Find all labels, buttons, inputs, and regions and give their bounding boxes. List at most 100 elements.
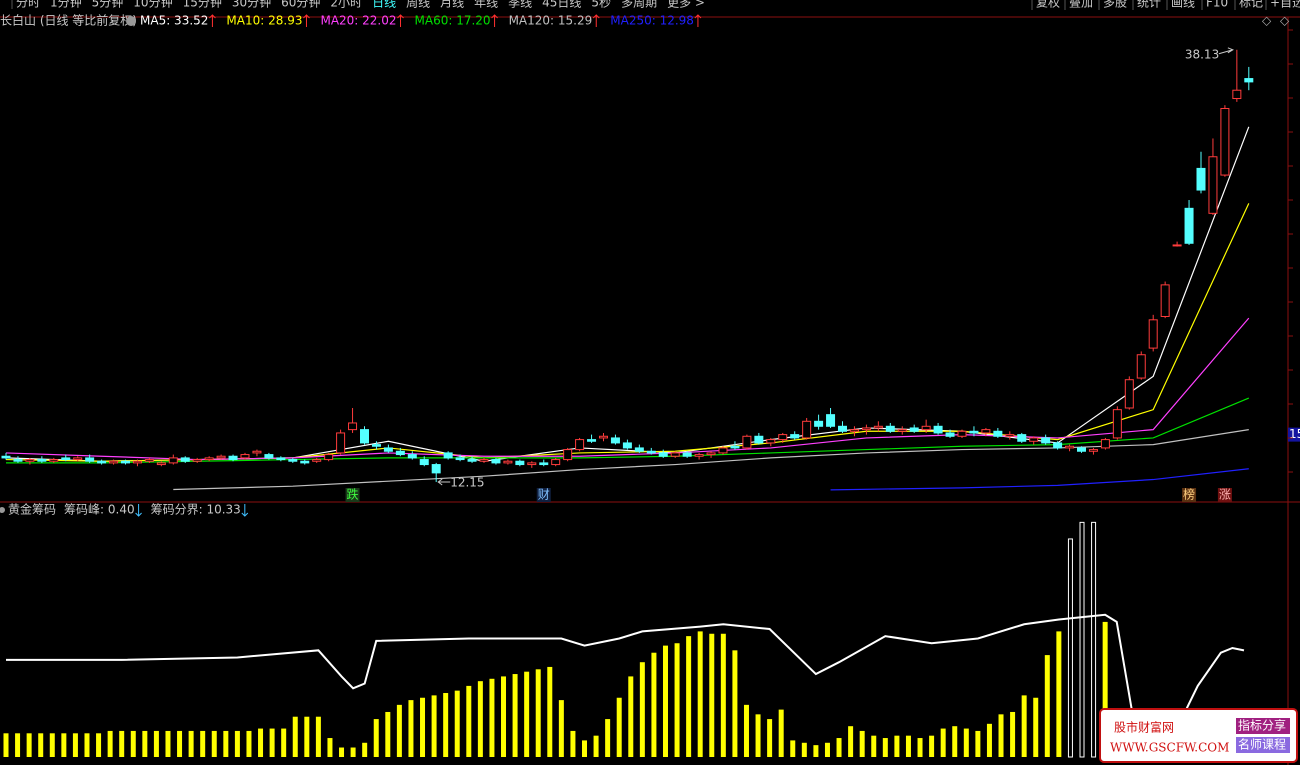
toolbar-button[interactable]: 叠加 <box>1069 0 1093 10</box>
tab[interactable]: 15分钟 <box>183 0 222 10</box>
tab[interactable]: 2小时 <box>330 0 362 10</box>
candle-body <box>37 459 47 462</box>
candle-body <box>419 459 429 466</box>
tab[interactable]: 60分钟 <box>281 0 320 10</box>
bar <box>917 738 923 757</box>
tab[interactable]: 日线 <box>372 0 396 10</box>
candle-body <box>694 454 704 457</box>
candle-body <box>527 462 537 466</box>
candle-body <box>814 420 824 427</box>
candle-body <box>431 464 441 474</box>
bar <box>130 730 136 757</box>
candle-body <box>1220 108 1230 176</box>
candle-body <box>873 425 883 429</box>
toolbar-button[interactable]: +自选 <box>1270 0 1300 10</box>
toolbar-button[interactable]: 多股 <box>1103 0 1127 10</box>
bar <box>813 745 819 757</box>
toolbar-button[interactable]: 画线 <box>1171 0 1195 10</box>
toolbar-button[interactable]: 标记 <box>1239 0 1263 10</box>
bar <box>743 704 749 757</box>
bar <box>570 730 576 757</box>
candle-body <box>575 439 585 451</box>
candle-body <box>1160 284 1170 317</box>
candle-body <box>969 430 979 434</box>
candle-body <box>885 425 895 432</box>
up-arrow <box>491 14 498 27</box>
tab[interactable]: 分时 <box>16 0 40 10</box>
candle-body <box>897 429 907 432</box>
bar <box>1021 695 1027 757</box>
tab[interactable]: 季线 <box>508 0 532 10</box>
icon[interactable]: ◇ <box>1262 14 1272 28</box>
tab[interactable]: 5分钟 <box>92 0 124 10</box>
low-label: 12.15 <box>450 476 484 490</box>
legend-entry: MA20: 22.02 <box>320 14 396 28</box>
candle-body <box>945 432 955 437</box>
candle-body <box>109 460 119 464</box>
low-arrow <box>437 478 451 486</box>
icon[interactable]: ◇ <box>1280 14 1290 28</box>
candle-body <box>1148 319 1158 349</box>
bar <box>26 733 32 757</box>
candle-body <box>228 455 238 461</box>
bar <box>1033 697 1039 757</box>
tab[interactable]: 45日线 <box>542 0 581 10</box>
candle-body <box>838 425 847 432</box>
settings-icon[interactable] <box>126 16 136 26</box>
candle-body <box>324 454 334 461</box>
tab[interactable]: 5秒 <box>591 0 611 10</box>
bar <box>466 685 472 757</box>
bar <box>558 700 564 757</box>
bar <box>119 730 125 757</box>
tab[interactable]: 30分钟 <box>232 0 271 10</box>
toolbar-button[interactable]: F10 <box>1206 0 1228 10</box>
tab[interactable]: 1分钟 <box>50 0 82 10</box>
bar <box>234 730 240 757</box>
tab[interactable]: 更多 > <box>667 0 705 10</box>
candle-body <box>957 430 967 437</box>
candle-body <box>121 460 130 464</box>
bar <box>882 738 888 757</box>
candle-body <box>383 447 393 452</box>
candle-body <box>587 439 597 442</box>
bar <box>963 728 969 757</box>
event-marker <box>536 488 551 502</box>
bar <box>315 716 321 757</box>
candle-body <box>491 459 501 464</box>
bar <box>38 733 44 757</box>
bar <box>998 714 1004 757</box>
bar <box>697 631 703 757</box>
candle-body <box>1184 207 1194 244</box>
bar <box>767 719 773 757</box>
bar <box>940 728 946 757</box>
event-marker-label: 涨 <box>1219 487 1231 502</box>
tab[interactable]: 周线 <box>406 0 430 10</box>
bar <box>200 730 206 757</box>
bar <box>61 733 67 757</box>
bar <box>339 747 345 757</box>
toolbar-button[interactable]: 复权 <box>1036 0 1060 10</box>
tab[interactable]: 多周期 <box>621 0 657 10</box>
candle-body <box>1172 244 1182 247</box>
candle-body <box>993 430 1003 437</box>
bar <box>709 633 715 757</box>
candle-body <box>599 435 608 439</box>
bar <box>605 719 611 757</box>
up-arrow <box>694 14 702 27</box>
settings-icon[interactable] <box>0 507 5 513</box>
bar <box>49 733 55 757</box>
bar <box>72 733 78 757</box>
tab[interactable]: 10分钟 <box>133 0 172 10</box>
tab[interactable]: 月线 <box>440 0 464 10</box>
bar <box>905 735 911 757</box>
watermark-tag <box>1236 718 1290 734</box>
tab[interactable]: 年线 <box>474 0 498 10</box>
candle-body <box>264 454 274 459</box>
bar <box>385 711 391 757</box>
bar <box>431 695 437 757</box>
candle-body <box>730 445 740 449</box>
toolbar-button[interactable]: 统计 <box>1137 0 1161 10</box>
candle-body <box>622 442 632 449</box>
candle-body <box>1029 437 1039 442</box>
watermark-tag-label: 名师课程 <box>1238 737 1286 752</box>
